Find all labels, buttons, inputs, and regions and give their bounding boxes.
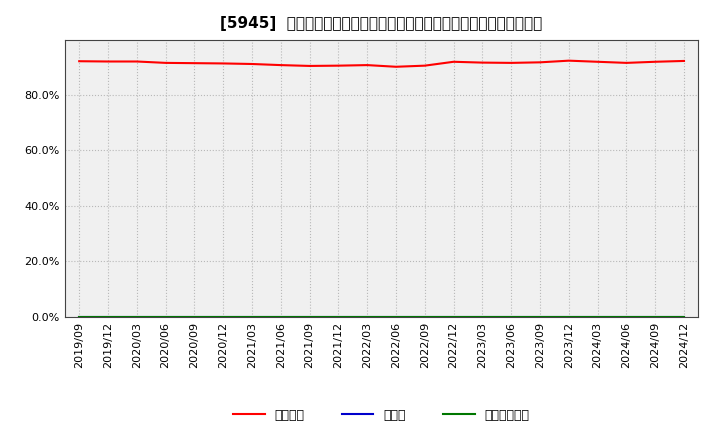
Line: 自己資本: 自己資本 — [79, 61, 684, 67]
のれん — [132, 314, 141, 319]
のれん — [478, 314, 487, 319]
繰延税金資産 — [449, 314, 458, 319]
自己資本 — [104, 59, 112, 64]
自己資本 — [334, 63, 343, 68]
自己資本 — [363, 62, 372, 68]
自己資本 — [420, 63, 429, 68]
自己資本 — [132, 59, 141, 64]
繰延税金資産 — [276, 314, 285, 319]
繰延税金資産 — [622, 314, 631, 319]
自己資本 — [392, 64, 400, 70]
のれん — [75, 314, 84, 319]
自己資本 — [478, 60, 487, 65]
Title: [5945]  自己資本、のれん、繰延税金資産の総資産に対する比率の推移: [5945] 自己資本、のれん、繰延税金資産の総資産に対する比率の推移 — [220, 16, 543, 32]
繰延税金資産 — [651, 314, 660, 319]
繰延税金資産 — [161, 314, 170, 319]
自己資本 — [248, 61, 256, 66]
自己資本 — [449, 59, 458, 64]
のれん — [593, 314, 602, 319]
繰延税金資産 — [680, 314, 688, 319]
自己資本 — [219, 61, 228, 66]
のれん — [190, 314, 199, 319]
自己資本 — [622, 60, 631, 66]
繰延税金資産 — [363, 314, 372, 319]
自己資本 — [75, 59, 84, 64]
のれん — [622, 314, 631, 319]
のれん — [680, 314, 688, 319]
のれん — [305, 314, 314, 319]
自己資本 — [305, 63, 314, 69]
繰延税金資産 — [219, 314, 228, 319]
のれん — [334, 314, 343, 319]
繰延税金資産 — [305, 314, 314, 319]
自己資本 — [680, 59, 688, 64]
繰延税金資産 — [536, 314, 544, 319]
のれん — [392, 314, 400, 319]
繰延税金資産 — [190, 314, 199, 319]
のれん — [363, 314, 372, 319]
自己資本 — [564, 58, 573, 63]
繰延税金資産 — [507, 314, 516, 319]
自己資本 — [276, 62, 285, 68]
繰延税金資産 — [478, 314, 487, 319]
のれん — [507, 314, 516, 319]
繰延税金資産 — [392, 314, 400, 319]
繰延税金資産 — [132, 314, 141, 319]
自己資本 — [507, 60, 516, 66]
のれん — [276, 314, 285, 319]
繰延税金資産 — [564, 314, 573, 319]
自己資本 — [593, 59, 602, 64]
繰延税金資産 — [593, 314, 602, 319]
繰延税金資産 — [334, 314, 343, 319]
のれん — [161, 314, 170, 319]
自己資本 — [651, 59, 660, 64]
のれん — [564, 314, 573, 319]
のれん — [449, 314, 458, 319]
繰延税金資産 — [248, 314, 256, 319]
のれん — [248, 314, 256, 319]
自己資本 — [161, 60, 170, 66]
のれん — [104, 314, 112, 319]
繰延税金資産 — [75, 314, 84, 319]
繰延税金資産 — [104, 314, 112, 319]
Legend: 自己資本, のれん, 繰延税金資産: 自己資本, のれん, 繰延税金資産 — [228, 404, 535, 427]
繰延税金資産 — [420, 314, 429, 319]
のれん — [420, 314, 429, 319]
のれん — [651, 314, 660, 319]
のれん — [536, 314, 544, 319]
自己資本 — [190, 61, 199, 66]
自己資本 — [536, 60, 544, 65]
のれん — [219, 314, 228, 319]
